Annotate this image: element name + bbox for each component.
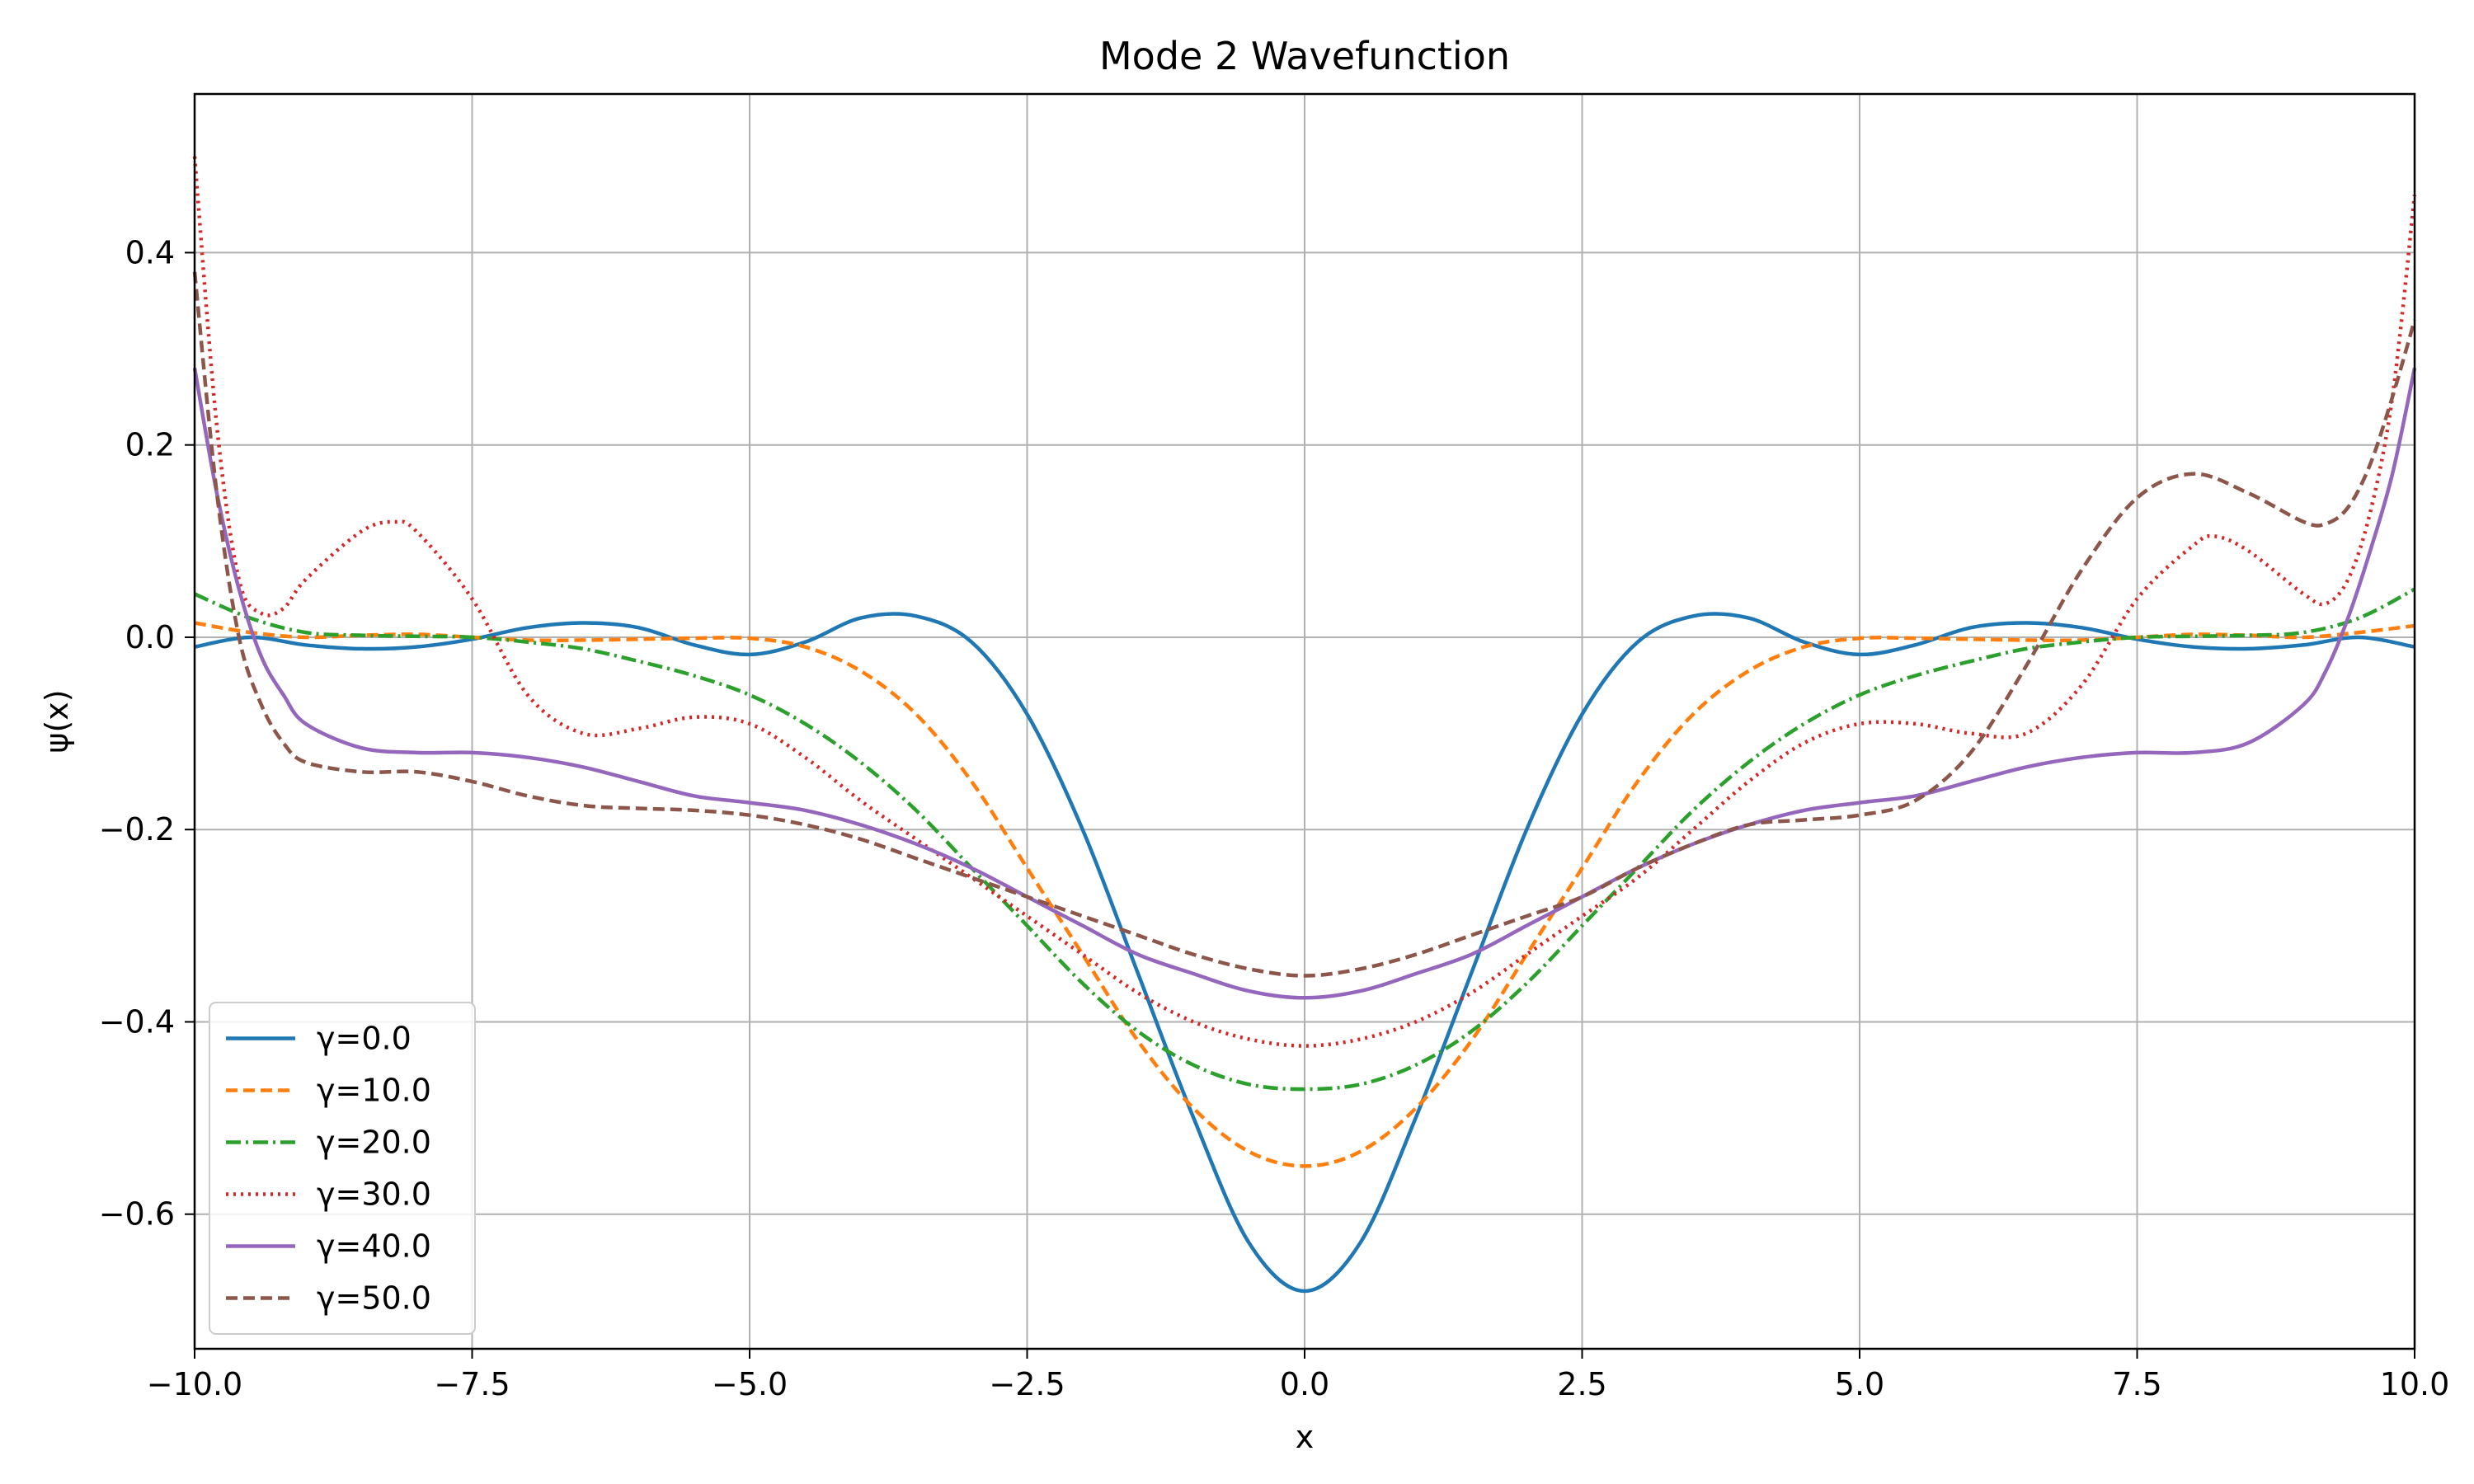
- x-tick-label: −2.5: [989, 1366, 1065, 1402]
- legend-label-5: γ=50.0: [317, 1280, 431, 1317]
- y-tick-label: 0.0: [125, 619, 175, 655]
- x-tick-label: −7.5: [434, 1366, 510, 1402]
- y-tick-label: −0.6: [99, 1196, 175, 1233]
- legend-box: [209, 1002, 476, 1335]
- legend-label-4: γ=40.0: [317, 1228, 431, 1265]
- legend-label-2: γ=20.0: [317, 1125, 431, 1161]
- y-tick-label: −0.4: [99, 1003, 175, 1040]
- x-tick-label: 5.0: [1835, 1366, 1884, 1402]
- series-line-0: [194, 612, 2415, 1294]
- series-line-5: [192, 271, 2417, 978]
- axis-ticks: −10.0 −7.5 −5.0 −2.5 0.0 2.5 5.0 7.5 10.0 −0.6 −0.…: [99, 234, 2450, 1402]
- x-tick-label: 7.5: [2112, 1366, 2161, 1402]
- legend: γ=0.0 γ=10.0 γ=20.0 γ=30.0 γ=40.0 γ=50.0: [209, 1002, 476, 1335]
- chart-title: Mode 2 Wavefunction: [1099, 34, 1510, 78]
- legend-label-1: γ=10.0: [317, 1073, 431, 1109]
- x-tick-label: 0.0: [1280, 1366, 1329, 1402]
- y-tick-label: 0.2: [125, 427, 175, 463]
- x-tick-label: 10.0: [2380, 1366, 2450, 1402]
- x-tick-label: −10.0: [147, 1366, 242, 1402]
- y-tick-label: −0.2: [99, 811, 175, 848]
- x-tick-label: 2.5: [1557, 1366, 1606, 1402]
- legend-label-3: γ=30.0: [317, 1176, 431, 1213]
- y-axis-label: ψ(x): [39, 689, 75, 753]
- legend-label-0: γ=0.0: [317, 1021, 412, 1057]
- x-axis-label: x: [1296, 1419, 1315, 1455]
- series-lines: [192, 156, 2417, 1294]
- series-line-2: [194, 587, 2416, 1092]
- x-tick-label: −5.0: [712, 1366, 788, 1402]
- y-tick-label: 0.4: [125, 234, 175, 270]
- series-line-4: [192, 367, 2417, 1000]
- series-line-1: [194, 621, 2415, 1168]
